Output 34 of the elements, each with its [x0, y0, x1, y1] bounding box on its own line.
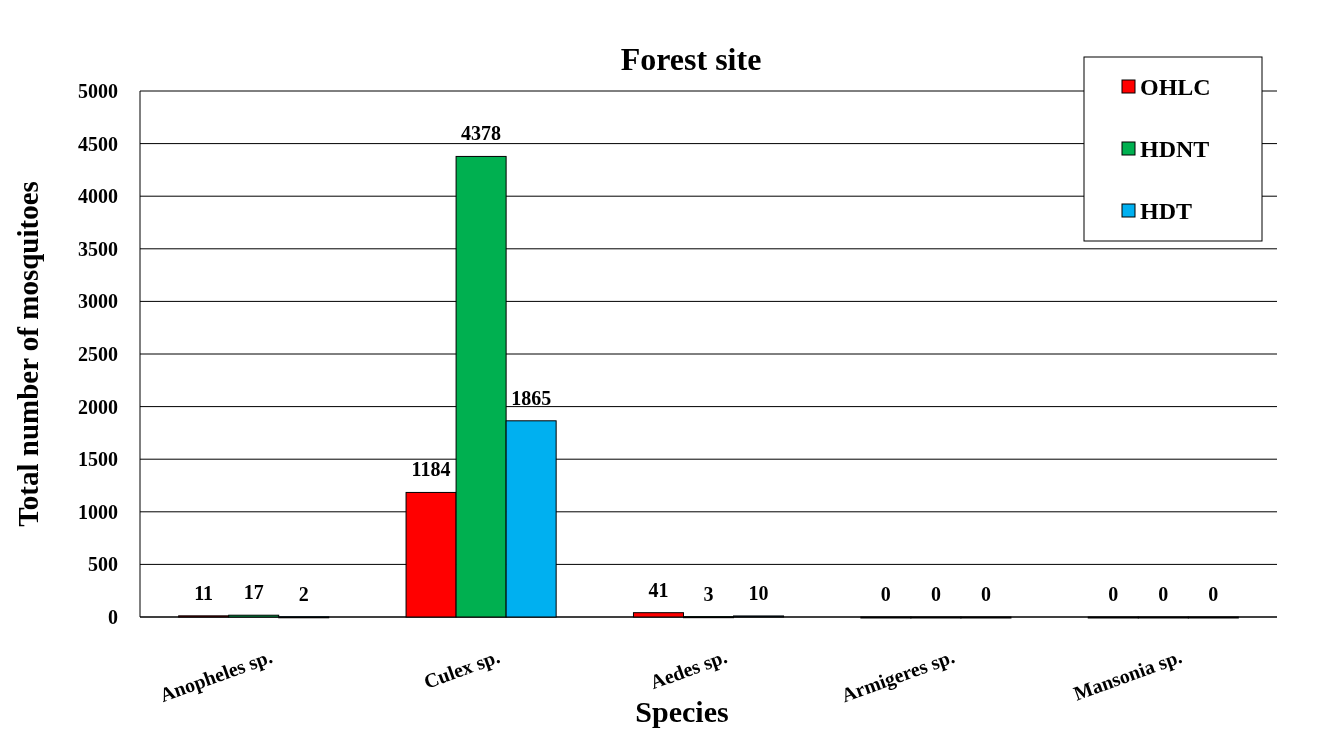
data-label: 11 [194, 581, 214, 604]
y-tick-label: 2000 [78, 395, 118, 418]
y-tick-label: 3500 [78, 237, 118, 260]
y-tick-label: 5000 [78, 80, 118, 102]
legend-label: HDT [1140, 198, 1193, 224]
data-label: 0 [980, 583, 991, 605]
y-axis-title: Total number of mosquitoes [12, 181, 44, 527]
x-axis-title: Species [635, 695, 729, 728]
legend-label: OHLC [1140, 74, 1211, 100]
chart-title: Forest site [620, 41, 762, 77]
y-tick-label: 1000 [78, 500, 118, 523]
y-tick-label: 2500 [78, 343, 118, 365]
data-label: 10 [748, 581, 769, 604]
data-label: 41 [648, 578, 669, 601]
legend-label: HDNT [1140, 136, 1210, 162]
data-label: 3 [703, 582, 714, 605]
x-tick-label: Aedes sp. [647, 645, 731, 695]
y-tick-label: 500 [88, 553, 118, 576]
data-label: 0 [1108, 583, 1119, 605]
data-label: 1865 [511, 386, 552, 409]
y-tick-label: 1500 [78, 448, 118, 471]
data-label: 0 [1158, 583, 1169, 605]
y-tick-label: 3000 [78, 290, 118, 313]
data-label: 0 [1208, 583, 1219, 605]
data-label: 17 [243, 581, 264, 604]
y-tick-label: 4500 [78, 132, 118, 155]
y-tick-label: 4000 [78, 185, 118, 208]
data-label: 0 [880, 583, 891, 605]
x-tick-label: Culex sp. [420, 645, 503, 694]
data-label: 4378 [461, 122, 502, 145]
data-label: 1184 [411, 458, 451, 481]
y-tick-label: 0 [108, 606, 118, 628]
data-label: 0 [930, 583, 941, 605]
data-label: 2 [298, 582, 309, 605]
